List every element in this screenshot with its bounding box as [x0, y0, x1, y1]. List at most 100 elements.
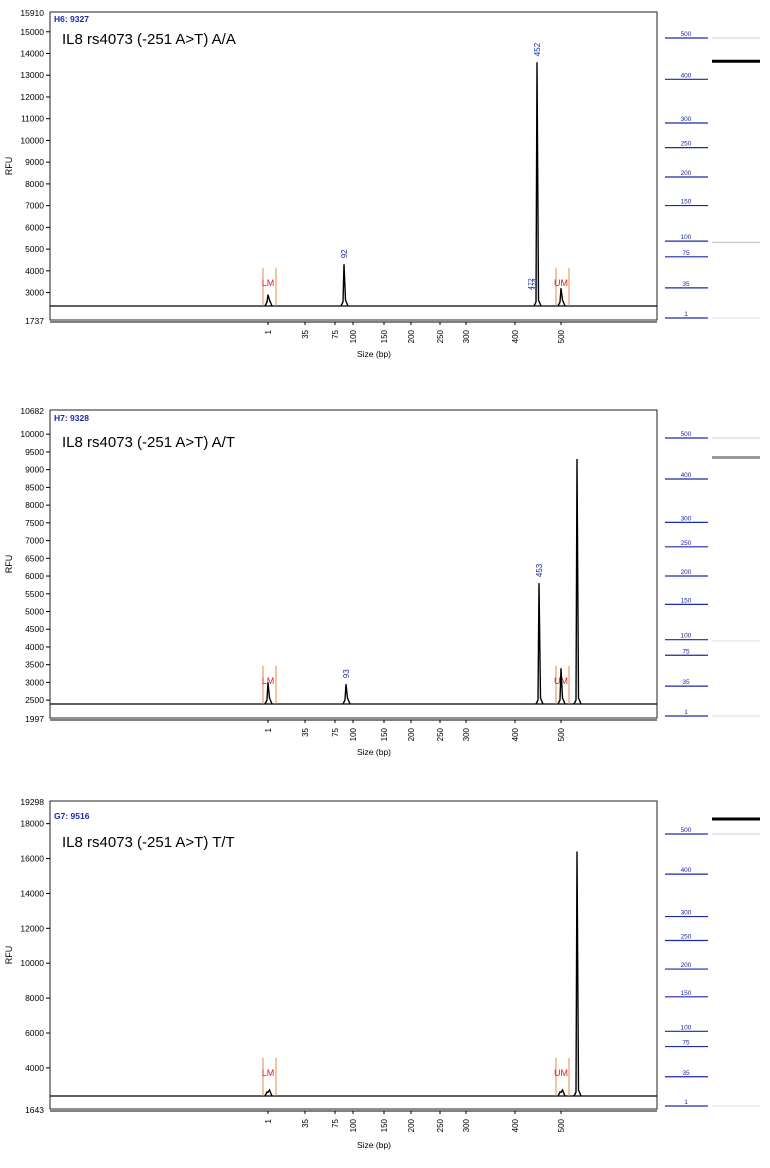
y-tick-label: 7500 [25, 518, 44, 528]
ladder-tick-label: 500 [681, 31, 692, 38]
x-tick-label: 1 [264, 1118, 273, 1123]
peak-mark [573, 851, 582, 1097]
peak-mark [557, 288, 566, 307]
y-tick-label: 1997 [25, 714, 44, 724]
y-tick-label: 9000 [25, 157, 44, 167]
peak-label: 452 [533, 42, 542, 56]
x-tick-label: 200 [407, 1118, 416, 1132]
peak-label: 472 [528, 278, 535, 290]
marker-label: LM [262, 676, 275, 686]
x-tick-label: 300 [462, 329, 471, 343]
x-axis-label: Size (bp) [357, 747, 391, 757]
x-tick-label: 150 [380, 329, 389, 343]
ladder-tick-label: 400 [681, 472, 692, 479]
x-axis-label: Size (bp) [357, 1140, 391, 1150]
ladder-tick-label: 1 [684, 311, 688, 318]
x-tick-label: 100 [349, 727, 358, 741]
y-tick-label: 3000 [25, 288, 44, 298]
ladder-tick-label: 100 [681, 633, 692, 640]
y-tick-label: 1737 [25, 316, 44, 326]
marker-label: LM [262, 278, 275, 288]
x-tick-label: 75 [331, 727, 340, 736]
ladder-tick-label: 250 [681, 933, 692, 940]
x-tick-label: 150 [380, 727, 389, 741]
ladder-tick-label: 75 [682, 648, 690, 655]
peak-label: 93 [342, 669, 351, 678]
x-tick-label: 500 [557, 1118, 566, 1132]
y-tick-label: 4000 [25, 1063, 44, 1073]
x-tick-label: 400 [511, 727, 520, 741]
peak-mark [557, 668, 566, 705]
x-tick-label: 1 [264, 329, 273, 334]
y-tick-label: 4000 [25, 642, 44, 652]
x-tick-label: 35 [301, 329, 310, 338]
marker-label: LM [262, 1068, 275, 1078]
electropherogram-panel-1: RFU 15910 1737 3000 4000 5000 6000 7000 8000 9000… [0, 0, 770, 380]
marker-label: UM [554, 278, 568, 288]
y-tick-label: 10000 [20, 135, 44, 145]
x-axis-label: Size (bp) [357, 349, 391, 359]
electropherogram-chart-2: RFU 10682 1997 2500 3000 3500 4000 4500 5000 5500… [4, 406, 760, 757]
y-tick-label: 7000 [25, 201, 44, 211]
y-tick-label: 14000 [20, 888, 44, 898]
y-tick-label: 6500 [25, 553, 44, 563]
ladder-tick-label: 35 [682, 679, 690, 686]
plot-frame [49, 800, 658, 1110]
y-tick-label: 8500 [25, 482, 44, 492]
ladder-tick-label: 250 [681, 540, 692, 547]
y-tick-label: 6000 [25, 571, 44, 581]
peak-label: 453 [535, 563, 544, 577]
peak-mark [535, 583, 544, 705]
x-tick-label: 250 [436, 329, 445, 343]
x-tick-label: 200 [407, 727, 416, 741]
ladder-tick-label: 1 [684, 1099, 688, 1106]
y-tick-label: 9500 [25, 447, 44, 457]
y-tick-label: 15000 [20, 27, 44, 37]
y-tick-label: 18000 [20, 819, 44, 829]
y-tick-label: 3500 [25, 660, 44, 670]
marker-label: UM [554, 1068, 568, 1078]
y-tick-label: 5000 [25, 244, 44, 254]
peak-mark [557, 1088, 566, 1097]
y-tick-label: 11000 [21, 114, 44, 124]
peak-label: 474 [532, 278, 539, 290]
peak-mark [573, 459, 582, 705]
y-tick-label: 8000 [25, 179, 44, 189]
x-tick-label: 35 [301, 727, 310, 736]
electropherogram-chart-1: RFU 15910 1737 3000 4000 5000 6000 7000 8000 9000… [4, 8, 760, 359]
x-tick-label: 300 [462, 1118, 471, 1132]
y-tick-label: 5500 [25, 589, 44, 599]
ladder-tick-label: 400 [681, 72, 692, 79]
y-tick-label: 6000 [25, 222, 44, 232]
well-label: H7: 9328 [54, 413, 89, 423]
x-tick-label: 300 [462, 727, 471, 741]
x-tick-label: 100 [349, 1118, 358, 1132]
peak-label: 92 [340, 249, 349, 258]
ladder-tick-label: 150 [681, 199, 692, 206]
well-label: G7: 9516 [54, 811, 90, 821]
y-tick-label: 9000 [25, 465, 44, 475]
well-label: H6: 9327 [54, 14, 89, 24]
x-tick-label: 400 [511, 1118, 520, 1132]
y-tick-label: 14000 [20, 49, 44, 59]
ladder-tick-label: 150 [681, 990, 692, 997]
ladder-tick-label: 75 [682, 250, 690, 257]
ladder-tick-label: 200 [681, 962, 692, 969]
ladder-tick-label: 250 [681, 141, 692, 148]
y-tick-label: 10682 [20, 406, 44, 416]
ladder-tick-label: 300 [681, 116, 692, 123]
ladder-tick-label: 200 [681, 569, 692, 576]
y-axis-label: RFU [4, 555, 14, 574]
x-tick-label: 35 [301, 1118, 310, 1127]
x-tick-label: 400 [511, 329, 520, 343]
y-tick-label: 12000 [20, 923, 44, 933]
x-tick-label: 500 [557, 329, 566, 343]
y-tick-label: 4500 [25, 624, 44, 634]
y-axis-label: RFU [4, 157, 14, 176]
x-tick-label: 200 [407, 329, 416, 343]
ladder-tick-label: 100 [681, 1024, 692, 1031]
plot-frame [49, 409, 658, 719]
electropherogram-panel-3: RFU 19298 1643 4000 6000 8000 10000 12000 14000 1… [0, 788, 770, 1168]
x-tick-label: 150 [380, 1118, 389, 1132]
y-tick-label: 8000 [25, 993, 44, 1003]
